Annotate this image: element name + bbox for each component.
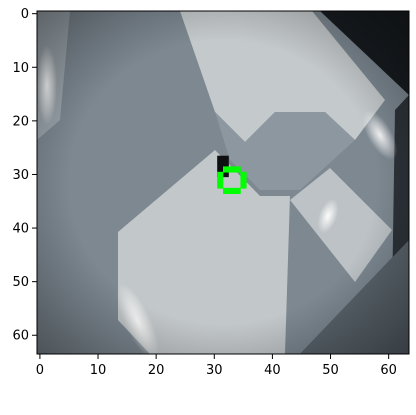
y-axis: 0 10 20 30 40 50 60 <box>12 7 37 344</box>
y-tick-label: 30 <box>12 168 29 183</box>
x-tick-label: 10 <box>90 363 107 378</box>
x-tick-label: 50 <box>322 363 339 378</box>
marker-pixel <box>234 187 241 194</box>
marker-pixel <box>223 187 230 194</box>
target-ring-marker <box>217 166 247 194</box>
marker-pixel <box>217 177 224 184</box>
marker-pixel <box>217 171 224 178</box>
pixel-image <box>37 11 409 354</box>
x-tick-label: 0 <box>36 363 44 378</box>
x-tick-label: 40 <box>264 363 281 378</box>
y-tick-label: 50 <box>12 275 29 290</box>
y-tick-label: 40 <box>12 222 29 237</box>
marker-pixel <box>223 166 230 173</box>
marker-pixel <box>217 182 224 189</box>
marker-pixel <box>228 166 235 173</box>
marker-pixel <box>234 166 241 173</box>
x-axis: 0 10 20 30 40 50 60 <box>36 354 397 378</box>
marker-pixel <box>240 171 247 178</box>
y-tick-label: 60 <box>12 329 29 344</box>
axes-frame <box>36 10 410 355</box>
marker-pixel <box>240 182 247 189</box>
x-tick-label: 20 <box>148 363 165 378</box>
x-tick-label: 30 <box>206 363 223 378</box>
marker-pixel <box>228 187 235 194</box>
y-tick-label: 0 <box>21 7 29 22</box>
y-tick-label: 20 <box>12 114 29 129</box>
marker-pixel <box>240 177 247 184</box>
x-tick-label: 60 <box>380 363 397 378</box>
y-tick-label: 10 <box>12 61 29 76</box>
